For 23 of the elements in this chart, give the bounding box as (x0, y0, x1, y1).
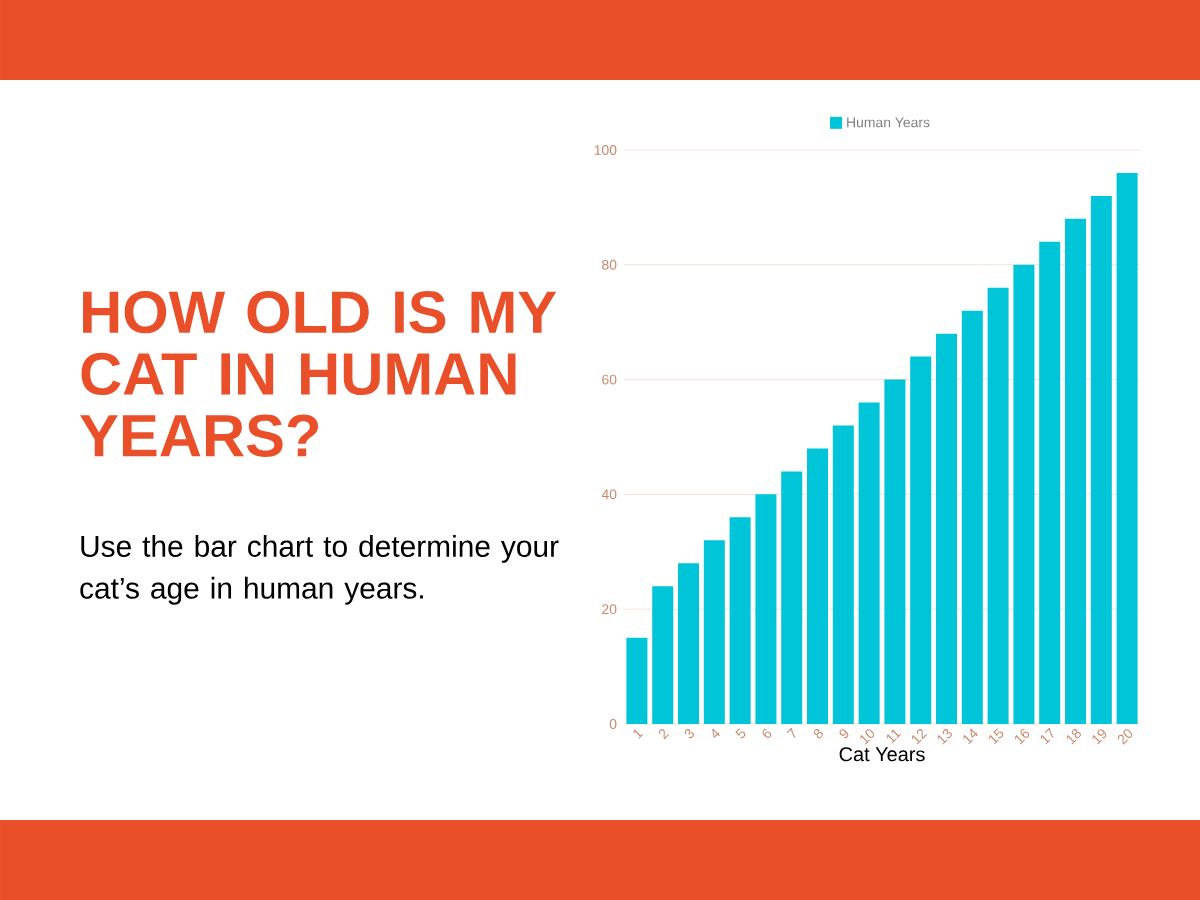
x-axis-title: Cat Years (839, 747, 925, 762)
bar (781, 471, 803, 724)
bar (910, 356, 932, 724)
bar (1039, 241, 1061, 724)
bar (729, 517, 751, 724)
bar (1013, 264, 1035, 724)
bar (703, 540, 725, 724)
bar (858, 402, 880, 724)
bar (987, 287, 1009, 724)
text: Use the bar chart to determine your cat’s age in human years. (80, 535, 559, 605)
bar (961, 310, 983, 724)
bar (678, 563, 700, 724)
bar (832, 425, 854, 724)
text: HOW OLD IS MY CAT IN HUMAN YEARS? (80, 291, 557, 457)
bar (884, 379, 906, 724)
bar (807, 448, 829, 724)
bar (1090, 195, 1112, 724)
bar (652, 586, 674, 724)
bar (936, 333, 958, 724)
bar (1065, 218, 1087, 724)
bar (626, 637, 648, 724)
bar (755, 494, 777, 724)
bar (1116, 172, 1138, 724)
